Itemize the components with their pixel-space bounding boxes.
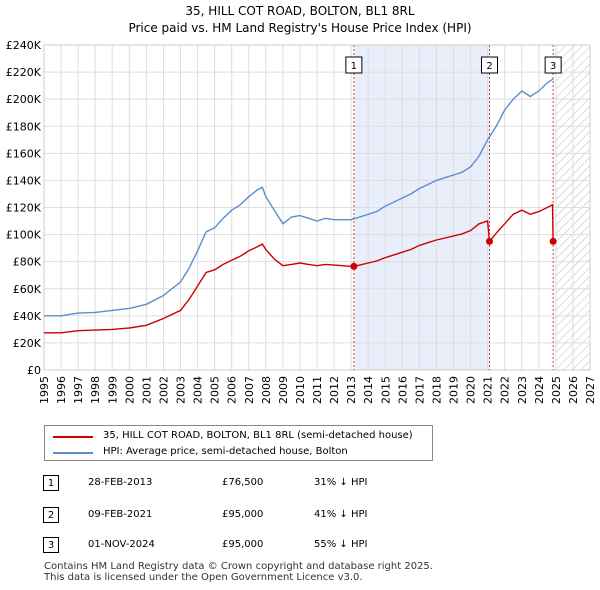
- x-tick-label: 2018: [430, 376, 443, 404]
- x-tick-label: 2002: [157, 376, 170, 404]
- y-tick-label: £80K: [13, 256, 42, 269]
- x-tick-label: 2004: [192, 376, 205, 404]
- sale-label-box: 3: [544, 56, 562, 74]
- legend-line-price: [53, 436, 93, 438]
- sale-label-number: 1: [351, 61, 357, 72]
- sale-label-box: 2: [481, 56, 499, 74]
- chart-title: 35, HILL COT ROAD, BOLTON, BL1 8RL: [185, 4, 414, 18]
- sale-label-number: 3: [550, 61, 556, 72]
- sale-price: £76,500: [222, 477, 264, 488]
- y-tick-label: £180K: [6, 120, 42, 133]
- sale-label-frame: [345, 56, 363, 74]
- x-tick-label: 2024: [533, 376, 546, 404]
- chart-subtitle: Price paid vs. HM Land Registry's House …: [128, 21, 471, 35]
- x-tick-label: 2010: [294, 376, 307, 404]
- x-tick-label: 2020: [465, 376, 478, 404]
- plot-border: [43, 44, 591, 371]
- sale-point: [486, 237, 494, 245]
- x-tick-label: 2000: [123, 376, 136, 404]
- x-tick-label: 2007: [243, 376, 256, 404]
- y-tick-label: £240K: [6, 39, 42, 52]
- y-tick-label: £220K: [6, 66, 42, 79]
- legend-line-hpi: [53, 452, 93, 454]
- y-tick-label: £20K: [13, 337, 42, 350]
- x-tick-label: 2025: [550, 376, 563, 404]
- y-tick-label: £140K: [6, 174, 42, 187]
- x-tick-label: 2022: [499, 376, 512, 404]
- x-tick-label: 2003: [175, 376, 188, 404]
- footer-license: This data is licensed under the Open Gov…: [44, 572, 363, 583]
- x-tick-label: 2019: [448, 376, 461, 404]
- sale-hpi-diff: 41% ↓ HPI: [314, 509, 368, 520]
- x-tick-label: 2013: [345, 376, 358, 404]
- x-tick-label: 1998: [89, 376, 102, 404]
- price-series-line: [44, 203, 554, 334]
- sale-date: 28-FEB-2013: [88, 477, 153, 488]
- sale-label-frame: [544, 56, 562, 74]
- legend-label-hpi: HPI: Average price, semi-detached house,…: [103, 446, 348, 457]
- x-tick-label: 2026: [567, 376, 580, 404]
- sale-number-badge: 2: [43, 507, 59, 523]
- y-tick-label: £60K: [13, 283, 42, 296]
- legend: 35, HILL COT ROAD, BOLTON, BL1 8RL (semi…: [44, 425, 433, 461]
- x-tick-label: 2012: [328, 376, 341, 404]
- sale-hpi-diff: 31% ↓ HPI: [314, 477, 368, 488]
- sale-point: [350, 262, 358, 270]
- x-tick-label: 1995: [38, 376, 51, 404]
- x-tick-label: 2027: [584, 376, 597, 404]
- x-tick-label: 2008: [260, 376, 273, 404]
- x-tick-label: 1999: [106, 376, 119, 404]
- y-tick-label: £200K: [6, 93, 42, 106]
- x-tick-label: 2006: [226, 376, 239, 404]
- sale-date: 09-FEB-2021: [88, 509, 153, 520]
- x-tick-label: 2021: [482, 376, 495, 404]
- price-chart: 35, HILL COT ROAD, BOLTON, BL1 8RL Price…: [6, 4, 597, 404]
- y-tick-label: £160K: [6, 147, 42, 160]
- y-tick-label: £100K: [6, 229, 42, 242]
- sale-label-number: 2: [486, 61, 492, 72]
- legend-label-price: 35, HILL COT ROAD, BOLTON, BL1 8RL (semi…: [103, 430, 413, 441]
- x-tick-label: 1996: [55, 376, 68, 404]
- footer-copyright: Contains HM Land Registry data © Crown c…: [44, 561, 433, 572]
- y-tick-label: £120K: [6, 202, 42, 215]
- x-tick-label: 2011: [311, 376, 324, 404]
- sale-number-badge: 3: [43, 537, 59, 553]
- x-tick-label: 2009: [277, 376, 290, 404]
- sale-label-frame: [481, 56, 499, 74]
- hpi-series-line: [44, 78, 554, 317]
- x-tick-label: 2015: [379, 376, 392, 404]
- sale-hpi-diff: 55% ↓ HPI: [314, 539, 368, 550]
- x-tick-label: 2016: [396, 376, 409, 404]
- sale-price: £95,000: [222, 509, 264, 520]
- sale-number-badge: 1: [43, 475, 59, 491]
- x-tick-label: 2014: [362, 376, 375, 404]
- x-tick-label: 2001: [140, 376, 153, 404]
- x-tick-label: 2017: [413, 376, 426, 404]
- sale-point: [549, 237, 557, 245]
- x-tick-label: 1997: [72, 376, 85, 404]
- y-tick-label: £40K: [13, 310, 42, 323]
- sale-date: 01-NOV-2024: [88, 539, 155, 550]
- x-tick-label: 2005: [209, 376, 222, 404]
- sale-label-box: 1: [345, 56, 363, 74]
- sale-price: £95,000: [222, 539, 264, 550]
- x-tick-label: 2023: [516, 376, 529, 404]
- y-tick-label: £0: [27, 364, 41, 377]
